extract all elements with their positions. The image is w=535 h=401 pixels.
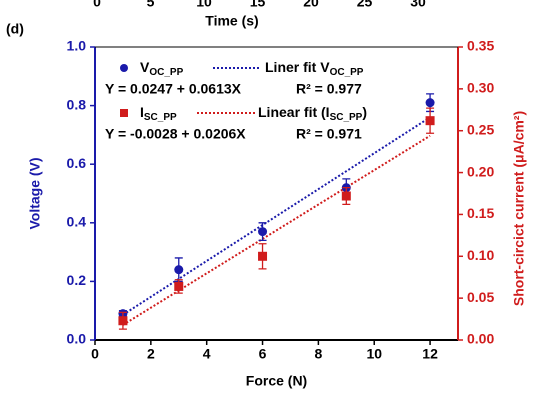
legend-label: VOC_PP: [140, 59, 184, 78]
fit-line: [122, 134, 431, 326]
x-axis-title: Force (N): [246, 373, 307, 389]
data-point: [258, 227, 268, 237]
legend-sub: OC_PP: [330, 67, 364, 78]
y2-tick-label: 0.10: [467, 247, 494, 263]
legend-marker: [120, 64, 128, 72]
y-tick-label: 0.6: [67, 155, 87, 171]
x-tick-label: 12: [422, 346, 438, 362]
data-point: [425, 98, 435, 108]
prev-x-tick-label: 10: [196, 0, 212, 10]
y-tick-label: 0.4: [67, 214, 87, 230]
legend-text: I: [140, 104, 144, 120]
y-tick-label: 0.0: [67, 331, 87, 347]
data-point: [258, 251, 268, 261]
x-tick-label: 10: [366, 346, 382, 362]
fit-r2: R² = 0.977: [296, 81, 362, 97]
x-tick-label: 6: [259, 346, 267, 362]
prev-x-tick-label: 25: [357, 0, 373, 10]
y-axis-title: Voltage (V): [27, 157, 43, 229]
x-tick-label: 0: [91, 346, 99, 362]
y2-tick-label: 0.25: [467, 121, 494, 137]
legend-label: ISC_PP: [140, 104, 177, 123]
legend-text: ): [362, 104, 367, 120]
legend-sub: SC_PP: [330, 112, 363, 123]
y2-axis-title: Short-circict current (μA/cm²): [511, 111, 527, 306]
data-point: [174, 281, 184, 291]
legend-marker: [120, 109, 128, 117]
prev-x-tick-label: 20: [303, 0, 319, 10]
y-tick-label: 0.2: [67, 272, 87, 288]
legend-sub: SC_PP: [144, 112, 177, 123]
data-point: [425, 116, 435, 126]
data-point: [174, 265, 184, 275]
y2-tick-label: 0.00: [467, 331, 494, 347]
prev-x-tick-label: 30: [410, 0, 426, 10]
legend-text: V: [140, 59, 150, 75]
prev-x-tick-label: 15: [250, 0, 266, 10]
y2-tick-label: 0.35: [467, 38, 494, 54]
prev-x-axis-title: Time (s): [205, 13, 258, 29]
y2-tick-label: 0.30: [467, 80, 494, 96]
fit-line: [122, 116, 431, 316]
panel-label: (d): [6, 21, 24, 37]
data-point: [118, 316, 128, 326]
legend-text: Liner fit V: [265, 59, 330, 75]
legend-sub: OC_PP: [149, 67, 183, 78]
legend-text: Linear fit (I: [258, 104, 330, 120]
y2-tick-label: 0.20: [467, 163, 494, 179]
legend-label: Liner fit VOC_PP: [265, 59, 364, 78]
fit-equation: Y = 0.0247 + 0.0613X: [105, 81, 242, 97]
y2-tick-label: 0.15: [467, 205, 494, 221]
x-tick-label: 4: [203, 346, 211, 362]
data-point: [341, 191, 351, 201]
x-tick-label: 2: [147, 346, 155, 362]
prev-x-tick-label: 5: [147, 0, 155, 10]
x-tick-label: 8: [314, 346, 322, 362]
legend-label: Linear fit (ISC_PP): [258, 104, 367, 123]
y-tick-label: 1.0: [67, 38, 87, 54]
fit-equation: Y = -0.0028 + 0.0206X: [105, 126, 246, 142]
y2-tick-label: 0.05: [467, 289, 494, 305]
y-tick-label: 0.8: [67, 96, 87, 112]
fit-r2: R² = 0.971: [296, 126, 362, 142]
prev-x-tick-label: 0: [93, 0, 101, 10]
